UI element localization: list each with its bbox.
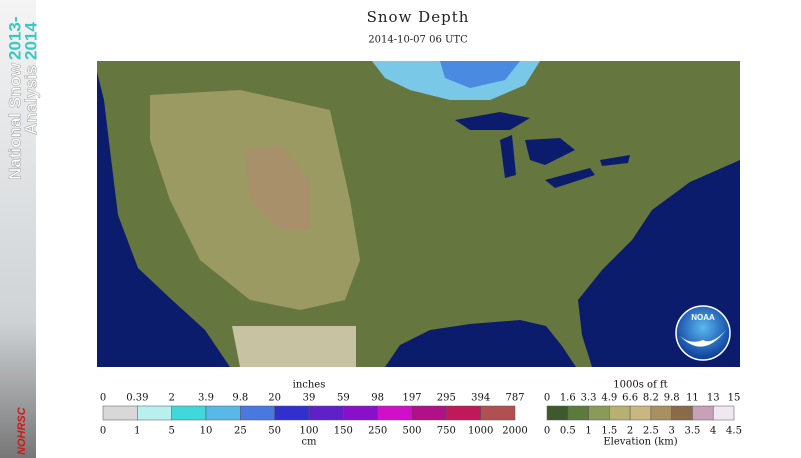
legend-label: 8.2 — [643, 393, 659, 404]
map: NOAA — [97, 61, 740, 367]
lake-huron — [525, 138, 575, 165]
rockies — [245, 145, 310, 230]
legend-swatch — [671, 405, 693, 421]
legend-label: 13 — [707, 393, 720, 404]
legend-swatch — [308, 405, 344, 421]
legend-label: 295 — [437, 393, 456, 404]
sidebar-years: 2013- — [5, 17, 24, 60]
legend-title: cm — [301, 437, 317, 448]
legend-label: 197 — [402, 393, 421, 404]
mexico — [232, 326, 356, 367]
legend-swatch — [377, 405, 413, 421]
legend-label: 0 — [100, 393, 106, 404]
legend-swatch — [480, 405, 516, 421]
legend-label: 750 — [437, 426, 456, 437]
legend-label: 0 — [544, 426, 550, 437]
legend-label: 150 — [334, 426, 353, 437]
legend-label: 3.9 — [198, 393, 214, 404]
legend-label: 2000 — [502, 426, 527, 437]
legend-swatch — [411, 405, 447, 421]
legend-swatch — [171, 405, 207, 421]
legend-swatch — [609, 405, 631, 421]
snow-cover-deep — [440, 61, 520, 88]
legend-label: 0.5 — [560, 426, 576, 437]
legend-swatch — [274, 405, 310, 421]
legend-label: 3.5 — [684, 426, 700, 437]
legend-title: Elevation (km) — [603, 437, 677, 448]
legend-label: 2 — [627, 426, 633, 437]
legend-label: 10 — [200, 426, 213, 437]
nohrsc-logo: NOHRSC — [16, 406, 28, 455]
legend-label: 1 — [585, 426, 591, 437]
legend-swatch — [102, 405, 138, 421]
lake-michigan — [500, 135, 516, 178]
legend-label: 1000 — [468, 426, 493, 437]
pacific-ocean — [97, 72, 230, 367]
legend-swatch — [240, 405, 275, 421]
legend-label: 0.39 — [126, 393, 148, 404]
legend-label: 4.9 — [601, 393, 617, 404]
legend-label: 9.8 — [664, 393, 680, 404]
legend-swatch — [205, 405, 241, 421]
legend-swatch — [629, 405, 652, 421]
legend-label: 15 — [728, 393, 741, 404]
legend-label: 1.5 — [601, 426, 617, 437]
legend-label: 9.8 — [232, 393, 248, 404]
legend-title: 1000s of ft — [613, 380, 667, 391]
legend-label: 2.5 — [643, 426, 659, 437]
legend-label: 25 — [234, 426, 247, 437]
sidebar-years: 2014 — [21, 22, 40, 60]
legend-label: 0 — [100, 426, 106, 437]
legend-swatch — [588, 405, 610, 421]
legend-label: 100 — [299, 426, 318, 437]
lake-ontario — [600, 155, 630, 166]
legend-label: 50 — [268, 426, 281, 437]
legend-label: 0 — [544, 393, 550, 404]
sidebar — [0, 0, 36, 458]
legend-label: 250 — [368, 426, 387, 437]
legend-label: 11 — [686, 393, 699, 404]
sidebar-line2: Analysis — [21, 65, 40, 135]
legend-label: 3 — [668, 426, 674, 437]
legend-swatch — [546, 405, 569, 421]
legend-label: 1.6 — [560, 393, 576, 404]
legend-label: 39 — [303, 393, 316, 404]
noaa-text: NOAA — [691, 313, 715, 322]
legend-swatch — [343, 405, 378, 421]
sidebar-line1: National Snow — [5, 62, 24, 180]
gulf-of-mexico — [385, 320, 576, 367]
legend-label: 2 — [168, 393, 174, 404]
legend-label: 394 — [471, 393, 490, 404]
legend-label: 6.6 — [622, 393, 638, 404]
subtitle: 2014-10-07 06 UTC — [368, 35, 468, 46]
legend-swatch — [712, 405, 735, 421]
legend-swatch — [137, 405, 172, 421]
lake-erie — [545, 168, 595, 188]
legend-label: 4 — [710, 426, 716, 437]
noaa-logo — [675, 305, 731, 361]
lake-superior — [455, 112, 530, 130]
legend-label: 98 — [371, 393, 384, 404]
legend-label: 4.5 — [726, 426, 742, 437]
sidebar-text: National Snow 2013- Analysis 2014 — [5, 17, 40, 181]
legend-label: 59 — [337, 393, 350, 404]
noaa-gull — [680, 330, 726, 347]
legend-swatch — [446, 405, 481, 421]
legend-label: 20 — [268, 393, 281, 404]
legend-label: 500 — [402, 426, 421, 437]
legend-title: inches — [293, 380, 326, 391]
legend-swatch — [650, 405, 672, 421]
legend-label: 1 — [134, 426, 140, 437]
legend-swatch — [692, 405, 714, 421]
legend-label: 3.3 — [581, 393, 597, 404]
legend-label: 5 — [168, 426, 174, 437]
legend-swatch — [567, 405, 589, 421]
legend-label: 787 — [505, 393, 524, 404]
title: Snow Depth — [367, 8, 470, 26]
